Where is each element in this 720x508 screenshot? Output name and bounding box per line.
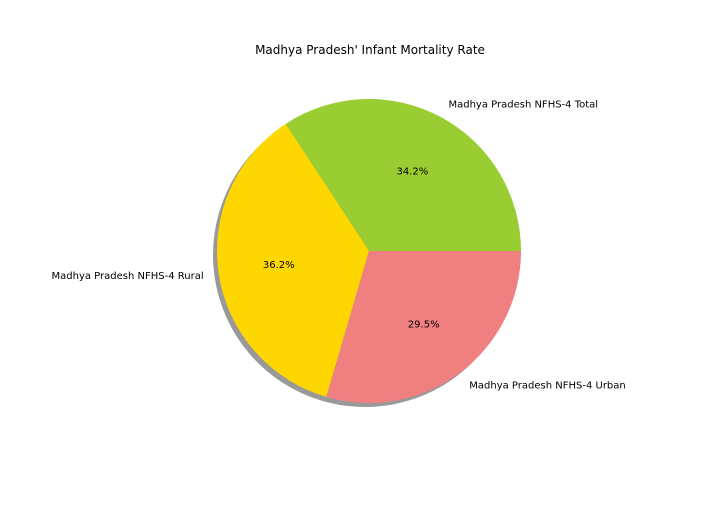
slice-label-madhya-pradesh-nfhs-4-rural: Madhya Pradesh NFHS-4 Rural — [52, 271, 204, 282]
pie-slice-madhya-pradesh-nfhs-4-rural — [216, 123, 369, 397]
pie-slice-madhya-pradesh-nfhs-4-urban — [326, 251, 521, 404]
slice-label-madhya-pradesh-nfhs-4-urban: Madhya Pradesh NFHS-4 Urban — [469, 380, 625, 391]
pie-slices — [216, 98, 521, 404]
pie-slice-madhya-pradesh-nfhs-4-total — [285, 98, 521, 251]
slice-percent-madhya-pradesh-nfhs-4-rural: 36.2% — [263, 260, 295, 271]
pie-labels: Madhya Pradesh NFHS-4 Total 34.2% Madhya P… — [52, 99, 626, 391]
slice-label-madhya-pradesh-nfhs-4-total: Madhya Pradesh NFHS-4 Total — [448, 99, 598, 110]
slice-percent-madhya-pradesh-nfhs-4-total: 34.2% — [396, 166, 428, 177]
chart-title: Madhya Pradesh' Infant Mortality Rate — [255, 43, 485, 57]
slice-percent-madhya-pradesh-nfhs-4-urban: 29.5% — [408, 319, 440, 330]
